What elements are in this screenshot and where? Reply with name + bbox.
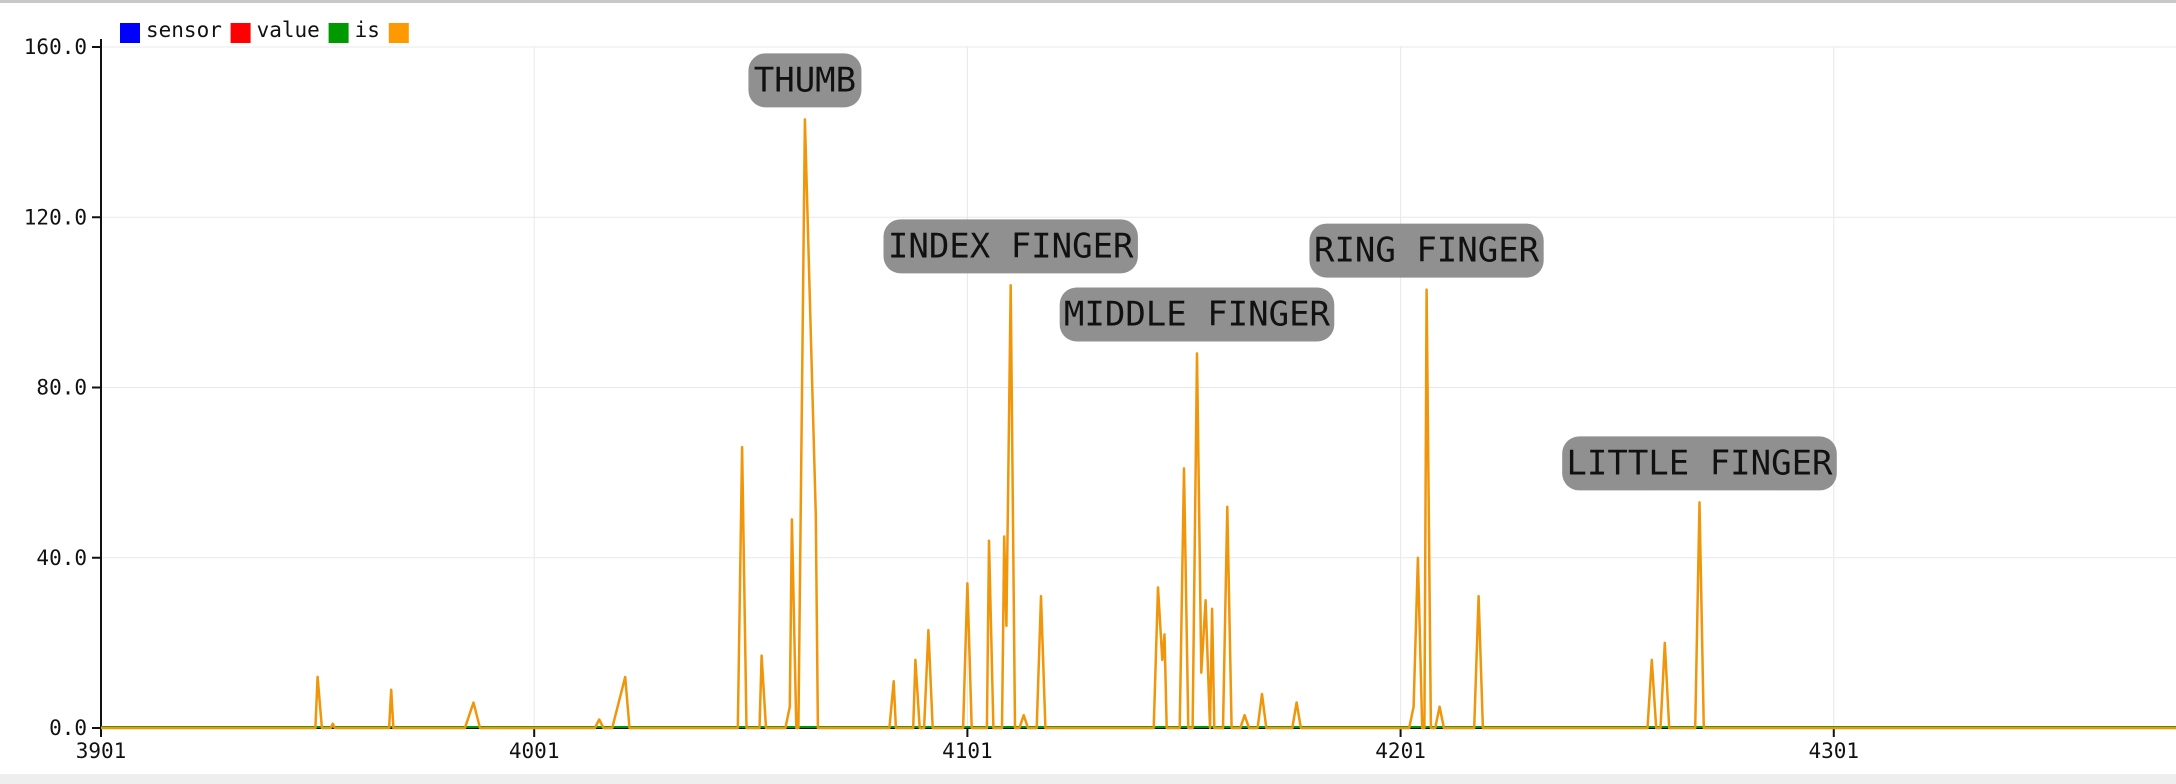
annotation: INDEX FINGER [883, 219, 1138, 274]
annotation-box [1059, 287, 1335, 342]
y-tick-label: 40.0 [36, 546, 87, 570]
legend-swatch [120, 23, 140, 43]
annotation-box [1309, 223, 1544, 278]
x-tick-label: 4101 [942, 739, 993, 763]
y-tick-label: 120.0 [24, 205, 87, 229]
annotation-box [748, 53, 862, 108]
axes: 0.0 40.0 80.0 120.0 160.0 3901 4001 4101 4201 430… [24, 35, 2176, 763]
legend-item: is [328, 18, 380, 43]
x-tick-label: 4201 [1375, 739, 1426, 763]
annotation-label: RING FINGER [1314, 231, 1540, 271]
grid [101, 46, 2176, 728]
x-tick-label: 4301 [1808, 739, 1859, 763]
annotation-label: THUMB [754, 60, 856, 100]
window-top-border [0, 0, 2176, 3]
annotation-label: MIDDLE FINGER [1064, 294, 1331, 334]
annotation: LITTLE FINGER [1562, 436, 1837, 491]
legend-label: is [355, 18, 380, 42]
y-tick-label: 160.0 [24, 35, 87, 59]
x-tick-label: 3901 [76, 739, 127, 763]
annotation: THUMB [748, 53, 862, 108]
annotation-label: LITTLE FINGER [1566, 443, 1833, 483]
series-group [101, 118, 2176, 730]
y-tick-label: 0.0 [49, 716, 87, 740]
legend-swatch [388, 23, 409, 43]
x-tick-label: 4001 [509, 739, 560, 763]
legend-label: sensor [146, 18, 222, 42]
legend-label: value [257, 18, 320, 42]
legend-swatch [230, 23, 251, 43]
annotation-box [883, 219, 1138, 274]
legend-item: value [230, 18, 320, 43]
y-tick-label: 80.0 [36, 376, 87, 400]
annotation-box [1562, 436, 1837, 491]
annotations: THUMB INDEX FINGER MIDDLE FINGER RING FINGE… [748, 53, 1837, 491]
legend-item: sensor [120, 18, 222, 43]
annotation-label: INDEX FINGER [888, 226, 1134, 266]
series-line [101, 118, 2176, 730]
legend: sensor value is [120, 18, 409, 43]
legend-swatch [328, 23, 349, 43]
annotation: MIDDLE FINGER [1059, 287, 1335, 342]
annotation: RING FINGER [1309, 223, 1544, 278]
bottom-scrollbar-track[interactable] [0, 774, 2176, 784]
legend-item [388, 23, 409, 43]
